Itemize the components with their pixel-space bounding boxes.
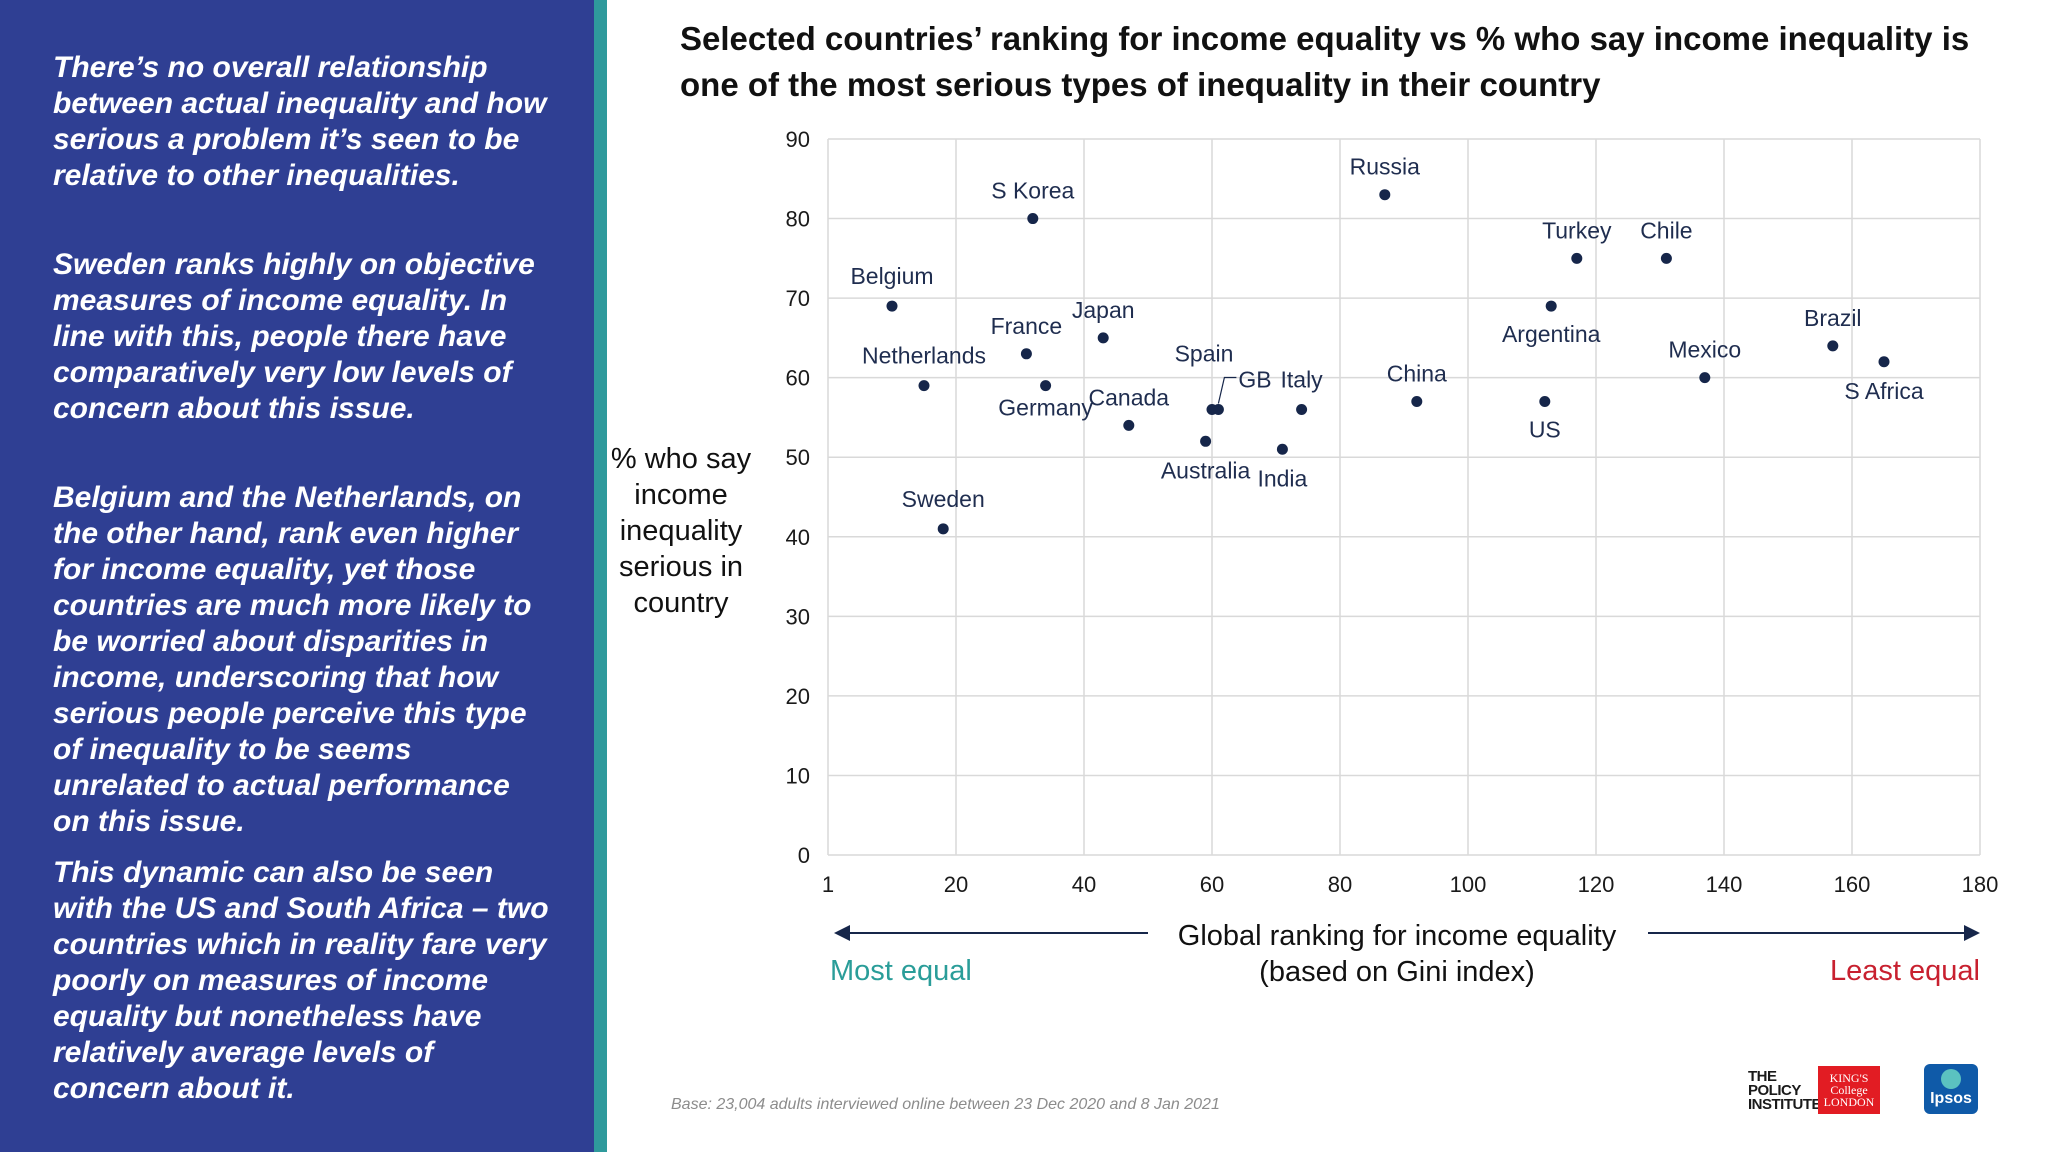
point-label: China <box>1387 361 1447 387</box>
point-label: Russia <box>1350 154 1421 180</box>
data-point <box>918 380 930 392</box>
point-label: Italy <box>1281 366 1324 392</box>
data-point <box>1571 252 1583 264</box>
most-equal-label: Most equal <box>830 955 972 987</box>
data-point <box>1296 403 1308 415</box>
point-label: Spain <box>1175 340 1234 366</box>
point-label: Turkey <box>1542 217 1612 243</box>
data-point <box>1827 340 1839 352</box>
point-label: GB <box>1238 366 1271 392</box>
data-point <box>886 300 898 312</box>
point-label: France <box>991 313 1063 339</box>
point-label: Sweden <box>902 486 985 512</box>
data-point <box>1878 356 1890 368</box>
data-points <box>886 189 1890 535</box>
point-label: Germany <box>998 395 1093 421</box>
x-tick-label: 40 <box>1072 872 1096 897</box>
y-tick-label: 70 <box>786 286 810 311</box>
least-equal-label: Least equal <box>1830 955 1980 987</box>
x-tick-label: 20 <box>944 872 968 897</box>
data-point <box>1200 435 1212 447</box>
accent-stripe <box>594 0 607 1152</box>
y-tick-label: 60 <box>786 366 810 391</box>
grid <box>827 138 1981 856</box>
data-point <box>1040 380 1052 392</box>
ipsos-logo-text: Ipsos <box>1930 1090 1972 1107</box>
point-label: Brazil <box>1804 305 1862 331</box>
y-axis-title: % who say income inequality serious in count… <box>611 443 752 619</box>
data-point <box>1539 396 1551 408</box>
right-arrow-icon <box>1964 925 1980 941</box>
point-label: US <box>1529 417 1561 443</box>
sidebar-paragraph-1: There’s no overall relationship between … <box>53 51 547 192</box>
point-label: Argentina <box>1502 321 1601 347</box>
data-point <box>937 523 949 535</box>
axis-annotations: % who say income inequality serious in count… <box>611 443 1980 988</box>
data-point <box>1123 419 1135 431</box>
left-arrow-icon <box>834 925 850 941</box>
x-tick-label: 180 <box>1962 872 1999 897</box>
x-axis-title-line-2: (based on Gini index) <box>1259 956 1535 988</box>
x-tick-label: 100 <box>1450 872 1487 897</box>
gb-leader-line <box>1217 376 1237 404</box>
point-label: Netherlands <box>862 343 986 369</box>
data-point <box>1020 348 1032 360</box>
point-label: Japan <box>1072 297 1135 323</box>
point-label: Australia <box>1161 457 1251 483</box>
y-tick-label: 0 <box>798 843 810 868</box>
point-label: Mexico <box>1668 337 1741 363</box>
point-labels: Belgium Netherlands Sweden S Korea France Ger… <box>850 154 1923 512</box>
sidebar-paragraph-3: Belgium and the Netherlands, on the othe… <box>53 481 532 838</box>
y-tick-label: 90 <box>786 127 810 152</box>
data-point <box>1276 443 1288 455</box>
y-tick-label: 50 <box>786 445 810 470</box>
y-tick-label: 10 <box>786 763 810 788</box>
chart-title: Selected countries’ ranking for income e… <box>680 20 1970 103</box>
point-label: S Korea <box>991 178 1074 204</box>
data-point <box>1027 213 1039 225</box>
sidebar-paragraph-4: This dynamic can also be seen with the U… <box>53 856 549 1105</box>
x-axis-title-line-1: Global ranking for income equality <box>1178 920 1617 952</box>
policy-institute-logo: THE POLICY INSTITUTE <box>1748 1068 1822 1113</box>
x-tick-label: 140 <box>1706 872 1743 897</box>
point-label: Canada <box>1089 384 1170 410</box>
sidebar-paragraph-2: Sweden ranks highly on objective measure… <box>53 248 535 425</box>
x-tick-label: 80 <box>1328 872 1352 897</box>
point-label: India <box>1257 465 1307 491</box>
x-tick-label: 60 <box>1200 872 1224 897</box>
x-tick-label: 120 <box>1578 872 1615 897</box>
base-note: Base: 23,004 adults interviewed online b… <box>671 1096 1220 1113</box>
y-tick-label: 30 <box>786 604 810 629</box>
x-tick-label: 160 <box>1834 872 1871 897</box>
data-point <box>1379 189 1391 201</box>
y-tick-label: 20 <box>786 684 810 709</box>
y-tick-label: 80 <box>786 207 810 232</box>
ipsos-logo: Ipsos <box>1924 1064 1978 1114</box>
point-label: Belgium <box>850 263 933 289</box>
ipsos-disc-icon <box>1941 1069 1961 1089</box>
point-label: S Africa <box>1844 378 1923 404</box>
data-point <box>1660 252 1672 264</box>
data-point <box>1097 332 1109 344</box>
data-point <box>1411 396 1423 408</box>
data-point <box>1545 300 1557 312</box>
kings-college-logo: KING'S College LONDON <box>1818 1066 1880 1114</box>
sidebar-panel: There’s no overall relationship between … <box>0 0 594 1152</box>
y-tick-label: 40 <box>786 525 810 550</box>
data-point <box>1699 372 1711 384</box>
data-point <box>1212 403 1224 415</box>
point-label: Chile <box>1640 217 1692 243</box>
x-tick-label: 1 <box>822 872 834 897</box>
